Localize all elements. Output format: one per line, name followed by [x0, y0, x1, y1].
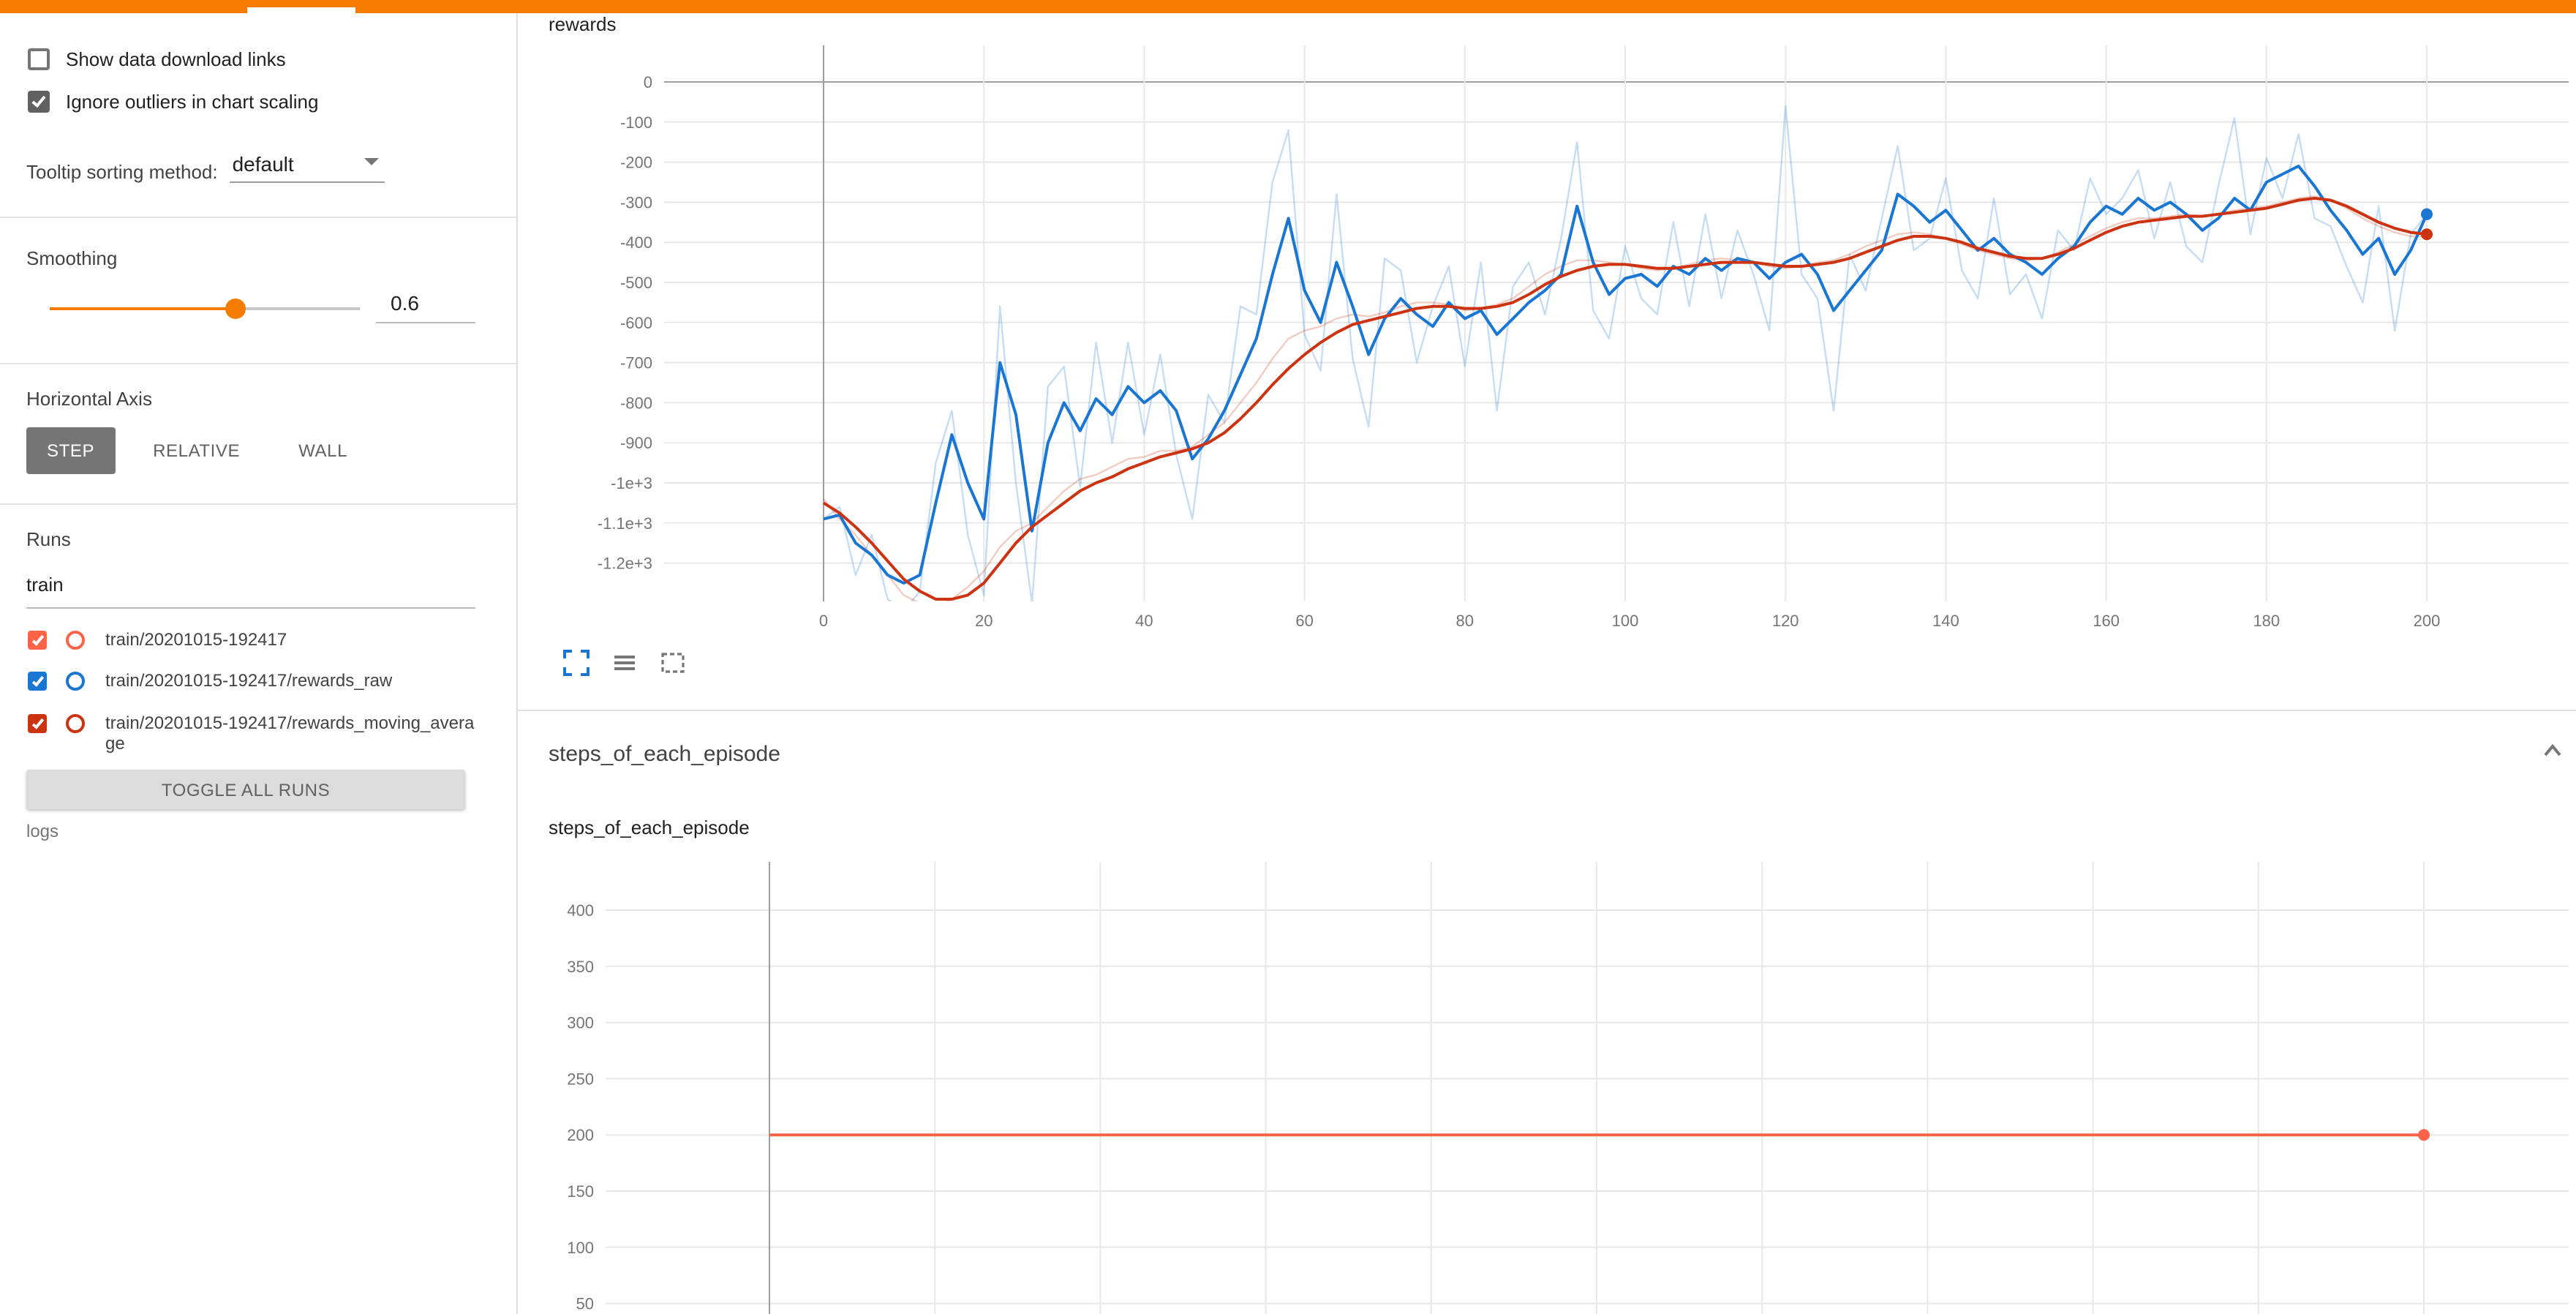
- tooltip-sorting-label: Tooltip sorting method:: [26, 161, 218, 183]
- run-checkbox[interactable]: [28, 672, 47, 691]
- svg-text:-900: -900: [620, 434, 652, 452]
- svg-text:120: 120: [1772, 612, 1799, 630]
- tensorboard-header: [0, 0, 2576, 13]
- horizontal-axis-label: Horizontal Axis: [26, 388, 152, 410]
- run-row: train/20201015-192417: [28, 629, 483, 650]
- toggle-all-runs-button[interactable]: TOGGLE ALL RUNS: [26, 770, 465, 809]
- tooltip-sorting-dropdown[interactable]: default: [229, 152, 385, 183]
- svg-text:50: 50: [576, 1295, 594, 1313]
- svg-text:-300: -300: [620, 193, 652, 211]
- smoothing-value-input[interactable]: 0.6: [376, 291, 475, 323]
- ignore-outliers-label: Ignore outliers in chart scaling: [66, 91, 319, 113]
- svg-text:20: 20: [975, 612, 993, 630]
- run-checkbox[interactable]: [28, 714, 47, 733]
- svg-text:140: 140: [1932, 612, 1959, 630]
- divider: [0, 503, 518, 505]
- rewards-chart-title: rewards: [549, 13, 617, 35]
- svg-text:-500: -500: [620, 274, 652, 292]
- svg-text:250: 250: [567, 1070, 594, 1088]
- steps-chart-title: steps_of_each_episode: [549, 816, 750, 838]
- check-icon: [31, 632, 44, 645]
- wall-axis-button[interactable]: WALL: [278, 427, 368, 474]
- svg-text:-400: -400: [620, 233, 652, 252]
- svg-text:-700: -700: [620, 354, 652, 372]
- main-content: rewards 0 -100 -200 -300 -400 -500 -600 -700 -80…: [518, 13, 2576, 1314]
- check-icon: [31, 673, 44, 686]
- data-table-icon[interactable]: [607, 645, 642, 680]
- svg-text:-200: -200: [620, 154, 652, 172]
- chevron-down-icon: [364, 158, 379, 165]
- svg-text:80: 80: [1456, 612, 1474, 630]
- run-label: train/20201015-192417/rewards_moving_ave…: [105, 713, 475, 754]
- divider: [0, 363, 518, 364]
- run-color-radio[interactable]: [66, 672, 85, 691]
- svg-text:150: 150: [567, 1182, 594, 1201]
- run-checkbox[interactable]: [28, 631, 47, 650]
- svg-text:-1.2e+3: -1.2e+3: [598, 555, 652, 573]
- svg-text:300: 300: [567, 1014, 594, 1032]
- smoothing-slider-fill: [50, 307, 236, 310]
- fit-domain-icon[interactable]: [655, 645, 690, 680]
- svg-text:100: 100: [567, 1239, 594, 1257]
- check-icon: [31, 716, 44, 729]
- svg-text:40: 40: [1135, 612, 1153, 630]
- run-color-radio[interactable]: [66, 631, 85, 650]
- smoothing-label: Smoothing: [26, 247, 118, 269]
- show-download-links-label: Show data download links: [66, 48, 286, 70]
- svg-text:200: 200: [567, 1126, 594, 1144]
- svg-text:60: 60: [1295, 612, 1313, 630]
- expand-chart-icon[interactable]: [559, 645, 594, 680]
- run-row: train/20201015-192417/rewards_moving_ave…: [28, 713, 483, 754]
- svg-text:-1.1e+3: -1.1e+3: [598, 514, 652, 533]
- tooltip-sorting-value: default: [232, 152, 294, 176]
- logdir-path: logs: [26, 821, 59, 841]
- run-color-radio[interactable]: [66, 714, 85, 733]
- svg-text:-800: -800: [620, 394, 652, 412]
- svg-text:-1e+3: -1e+3: [611, 474, 652, 492]
- run-row: train/20201015-192417/rewards_raw: [28, 670, 483, 691]
- show-download-links-row: Show data download links: [28, 48, 286, 70]
- check-icon: [31, 92, 46, 108]
- sidebar: Show data download links Ignore outliers…: [0, 13, 518, 1314]
- smoothing-slider[interactable]: [50, 299, 360, 319]
- svg-text:100: 100: [1612, 612, 1639, 630]
- horizontal-axis-buttons: STEP RELATIVE WALL: [26, 427, 385, 474]
- step-axis-button[interactable]: STEP: [26, 427, 116, 474]
- divider: [518, 710, 2576, 711]
- tooltip-sorting-row: Tooltip sorting method: default: [26, 152, 385, 183]
- svg-text:0: 0: [819, 612, 828, 630]
- svg-text:180: 180: [2253, 612, 2280, 630]
- svg-text:-100: -100: [620, 113, 652, 132]
- rewards-chart[interactable]: 0 -100 -200 -300 -400 -500 -600 -700 -800 -900 -1e…: [518, 13, 2576, 642]
- svg-text:0: 0: [644, 73, 652, 91]
- svg-text:160: 160: [2093, 612, 2120, 630]
- svg-text:350: 350: [567, 958, 594, 976]
- divider: [0, 217, 518, 218]
- relative-axis-button[interactable]: RELATIVE: [132, 427, 260, 474]
- svg-text:200: 200: [2414, 612, 2441, 630]
- chevron-up-icon[interactable]: [2538, 736, 2567, 771]
- run-label: train/20201015-192417/rewards_raw: [105, 670, 393, 691]
- smoothing-slider-knob[interactable]: [225, 299, 246, 319]
- ignore-outliers-row: Ignore outliers in chart scaling: [28, 91, 318, 113]
- steps-section-title: steps_of_each_episode: [549, 741, 780, 766]
- steps-chart[interactable]: 400 350 300 250 200 150 100 50: [518, 819, 2576, 1314]
- runs-filter-input[interactable]: train: [26, 574, 475, 609]
- ignore-outliers-checkbox[interactable]: [28, 91, 50, 113]
- steps-section-header: steps_of_each_episode: [549, 736, 2567, 771]
- active-tab-underline: [247, 7, 355, 13]
- svg-text:400: 400: [567, 901, 594, 920]
- svg-text:-600: -600: [620, 314, 652, 332]
- show-download-links-checkbox[interactable]: [28, 48, 50, 70]
- chart-toolbar: [559, 645, 690, 680]
- run-label: train/20201015-192417: [105, 629, 287, 650]
- runs-label: Runs: [26, 528, 71, 550]
